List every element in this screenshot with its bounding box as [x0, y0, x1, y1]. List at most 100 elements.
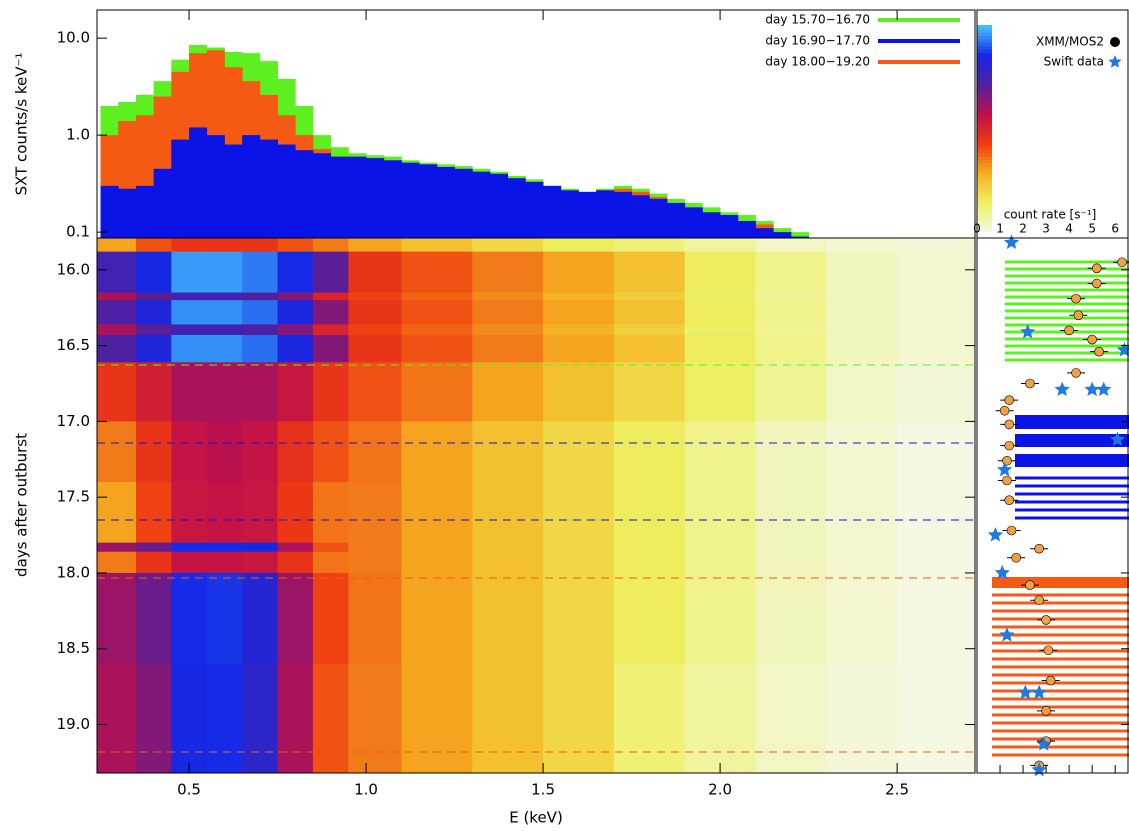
histogram-bar [596, 190, 615, 238]
heatmap-cell [543, 292, 615, 301]
heatmap-cell [277, 334, 314, 363]
heatmap-cell [206, 362, 243, 422]
y-tick-label: 17.0 [57, 412, 90, 430]
colorbar-step [977, 121, 992, 126]
x-tick-label: 2.0 [708, 781, 732, 799]
histogram-bar [242, 135, 261, 238]
heatmap-cell [543, 362, 615, 422]
swift-point [1084, 381, 1100, 396]
heatmap-cell [312, 421, 349, 483]
xmm-point [1091, 263, 1102, 274]
heatmap-cell [613, 251, 686, 294]
heatmap-cell [135, 482, 172, 544]
y-tick-label: 17.5 [57, 488, 90, 506]
heatmap-cell [897, 292, 976, 301]
x-tick-label: 5 [1088, 222, 1096, 236]
colorbar-step [977, 142, 992, 147]
heatmap-cell [277, 542, 314, 553]
heatmap-cell [897, 542, 976, 553]
heatmap-cell [613, 482, 686, 544]
heatmap-cell [277, 663, 314, 774]
heatmap-cell [277, 238, 314, 253]
colorbar-step [977, 152, 992, 157]
heatmap-cell [171, 482, 208, 544]
x-tick-label: 3 [1042, 222, 1050, 236]
colorbar-step [977, 42, 992, 47]
heatmap-cell [277, 324, 314, 336]
colorbar-step [977, 183, 992, 188]
x-axis-label: E (keV) [509, 809, 563, 827]
xmm-point [1071, 293, 1081, 304]
xmm-point [1034, 543, 1044, 554]
heatmap-cell [242, 334, 279, 363]
legend-label: day 16.90−17.70 [765, 34, 870, 48]
colorbar-step [977, 197, 992, 202]
heatmap-cell [401, 542, 473, 553]
heatmap-cell [171, 542, 208, 553]
heatmap-cell [171, 572, 208, 665]
heatmap-cell [826, 324, 898, 336]
colorbar [977, 25, 992, 233]
swift-point [1109, 431, 1126, 446]
histogram-bar [472, 171, 491, 238]
heatmap-cell [684, 421, 756, 483]
heatmap-cell [97, 421, 137, 483]
histogram-bar [259, 139, 278, 238]
colorbar-step [977, 221, 992, 226]
heatmap-cell [613, 362, 686, 422]
swift-point [997, 461, 1013, 477]
histogram-bar [720, 215, 739, 238]
x-tick-label: 0.5 [177, 781, 201, 799]
histogram-bar [419, 164, 438, 238]
histogram-bar [312, 153, 332, 238]
heatmap-cell [401, 551, 473, 574]
heatmap-cell [312, 300, 349, 325]
colorbar-step [977, 169, 992, 174]
colorbar-step [977, 45, 992, 50]
heatmap-cell [755, 421, 827, 483]
xmm-point [1043, 645, 1054, 656]
heatmap-cell [348, 324, 402, 336]
heatmap-cell [826, 362, 898, 422]
heatmap-cell [826, 334, 898, 363]
heatmap-cell [401, 292, 473, 301]
heatmap-cell [755, 334, 827, 363]
heatmap-cell [401, 482, 473, 544]
colorbar-step [977, 211, 992, 216]
colorbar-step [977, 52, 992, 57]
heatmap-cell [401, 300, 473, 325]
histogram-bar [666, 202, 686, 238]
heatmap-cell [543, 334, 615, 363]
colorbar-step [977, 131, 992, 136]
xmm-point [1034, 595, 1044, 606]
heatmap-cell [135, 551, 172, 574]
heatmap-cell [206, 292, 243, 301]
swift-point [1031, 762, 1047, 777]
heatmap-cell [277, 551, 314, 574]
legend-label: day 18.00−19.20 [765, 55, 870, 69]
heatmap-cell [684, 324, 756, 336]
heatmap-cell [613, 663, 686, 774]
colorbar-step [977, 62, 992, 67]
heatmap-cell [242, 421, 279, 483]
heatmap-cell [472, 663, 544, 774]
heatmap-cell [277, 362, 314, 422]
swift-point [1036, 736, 1052, 751]
colorbar-step [977, 190, 992, 195]
colorbar-step [977, 80, 992, 85]
heatmap-cell [684, 663, 756, 774]
heatmap-cell [97, 251, 137, 294]
heatmap-cell [206, 572, 243, 665]
heatmap-cell [543, 551, 615, 574]
histogram-bar [401, 162, 420, 238]
heatmap-cell [897, 251, 976, 294]
x-tick-label: 1.5 [531, 781, 555, 799]
colorbar-step [977, 200, 992, 205]
colorbar-step [977, 207, 992, 212]
heatmap-cell [543, 482, 615, 544]
heatmap-cell [543, 238, 615, 253]
heatmap-cell [312, 324, 349, 336]
histogram-bar [525, 181, 544, 238]
period-band [1015, 415, 1129, 429]
heatmap-cell [897, 421, 976, 483]
